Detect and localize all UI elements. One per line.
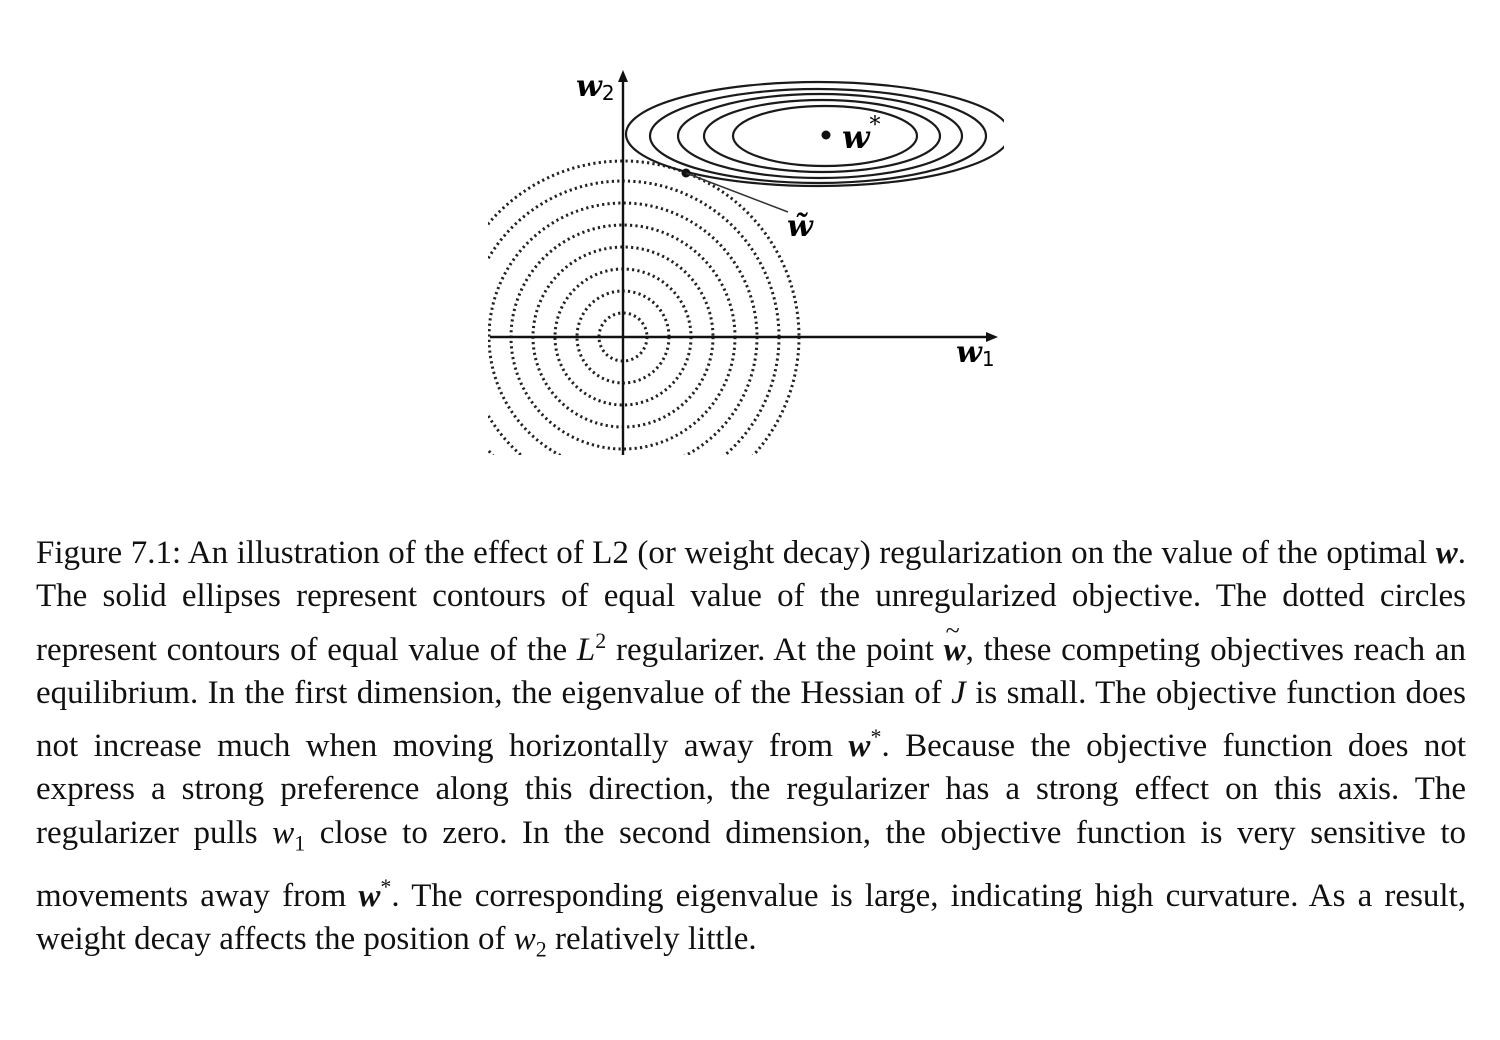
symbol-J: J	[951, 674, 966, 711]
w1-axis-arrow	[986, 332, 998, 342]
equilibrium-leader-line	[685, 172, 789, 213]
symbol-w-tilde: w	[944, 608, 966, 672]
symbol-L: L	[576, 631, 596, 668]
symbol-w2: w	[513, 920, 536, 957]
objective-contours	[624, 80, 1012, 188]
optimum-point	[821, 130, 831, 140]
w1-axis-label: w1	[956, 335, 995, 371]
symbol-w-star: w	[848, 728, 871, 765]
symbol-w1: w	[272, 814, 295, 851]
objective-ellipse	[648, 87, 988, 185]
w2-axis-arrow	[618, 70, 628, 82]
figure-number: Figure 7.1:	[36, 535, 182, 571]
objective-ellipse	[676, 92, 964, 180]
objective-ellipse	[731, 104, 919, 168]
l2-regularization-figure: w2 w1 w* w̃	[488, 69, 1012, 455]
objective-ellipse	[702, 98, 942, 174]
figure-caption: Figure 7.1: An illustration of the effec…	[36, 532, 1466, 971]
optimum-label: w*	[842, 113, 881, 156]
equilibrium-label: w̃	[787, 209, 814, 244]
w2-axis-label: w2	[576, 69, 615, 105]
axes	[490, 70, 998, 455]
symbol-w-star: w	[358, 877, 381, 914]
symbol-w: w	[1435, 535, 1458, 571]
